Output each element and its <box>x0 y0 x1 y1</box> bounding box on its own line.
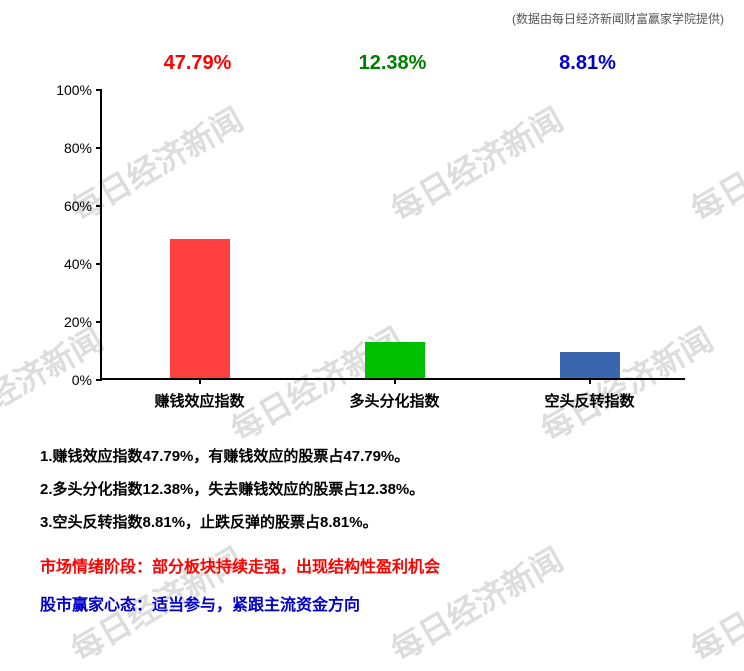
bar-1 <box>170 239 230 378</box>
y-tick-mark <box>96 263 102 265</box>
y-tick-mark <box>96 321 102 323</box>
note-line-1: 1.赚钱效应指数47.79%，有赚钱效应的股票占47.79%。 <box>40 440 700 473</box>
y-tick-label: 0% <box>42 372 92 388</box>
note-line-2: 2.多头分化指数12.38%，失去赚钱效应的股票占12.38%。 <box>40 473 700 506</box>
source-note: (数据由每日经济新闻财富赢家学院提供) <box>512 10 724 27</box>
bar-2 <box>365 342 425 378</box>
x-label-1: 赚钱效应指数 <box>154 390 244 411</box>
y-tick-label: 100% <box>42 82 92 98</box>
sentiment-stage: 市场情绪阶段：部分板块持续走强，出现结构性盈利机会 <box>40 549 700 587</box>
x-tick-mark <box>199 378 201 384</box>
notes-section: 1.赚钱效应指数47.79%，有赚钱效应的股票占47.79%。 2.多头分化指数… <box>40 440 700 626</box>
y-tick-label: 20% <box>42 314 92 330</box>
value-label-1: 47.79% <box>100 52 295 75</box>
sentiment-mindset: 股市赢家心态：适当参与，紧跟主流资金方向 <box>40 587 700 625</box>
y-tick-mark <box>96 379 102 381</box>
value-label-2: 12.38% <box>295 52 490 75</box>
value-label-3: 8.81% <box>490 52 685 75</box>
x-tick-mark <box>394 378 396 384</box>
plot-area: 0%20%40%60%80%100%赚钱效应指数多头分化指数空头反转指数 <box>100 90 685 380</box>
y-tick-mark <box>96 205 102 207</box>
y-tick-label: 40% <box>42 256 92 272</box>
y-tick-label: 60% <box>42 198 92 214</box>
bar-chart: 0% 20% 40% 60% 80% 100% 赚钱效应指数 多头分化指数 空头反转指数 <box>40 80 700 420</box>
y-tick-mark <box>96 147 102 149</box>
x-tick-mark <box>589 378 591 384</box>
note-line-3: 3.空头反转指数8.81%，止跌反弹的股票占8.81%。 <box>40 506 700 539</box>
x-label-3: 空头反转指数 <box>544 390 634 411</box>
value-labels-row: 47.79% 12.38% 8.81% <box>100 52 685 75</box>
x-label-2: 多头分化指数 <box>349 390 439 411</box>
y-tick-label: 80% <box>42 140 92 156</box>
y-tick-mark <box>96 89 102 91</box>
bar-3 <box>560 352 620 378</box>
